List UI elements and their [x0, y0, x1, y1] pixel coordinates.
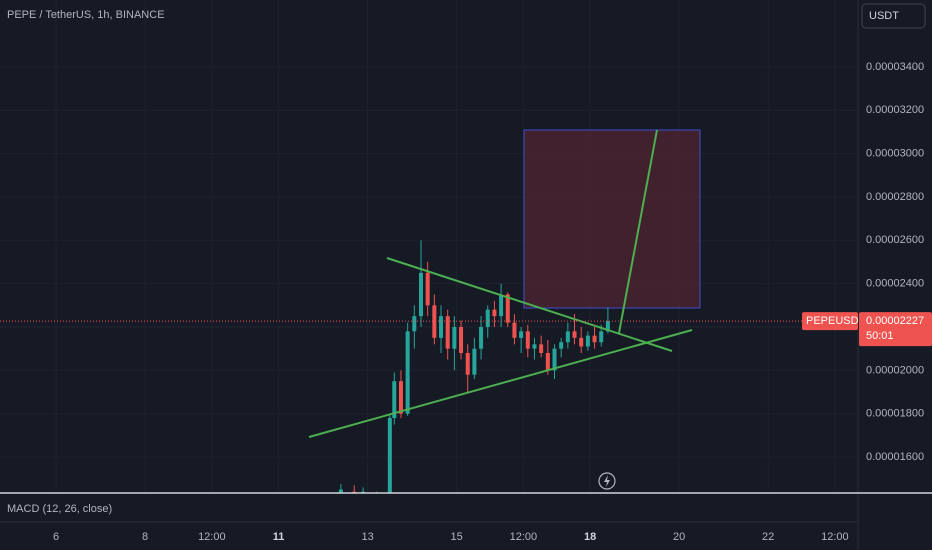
time-tick-label: 13	[361, 531, 373, 543]
candle-body	[405, 331, 410, 414]
candle-body	[472, 348, 477, 375]
price-tick-label: 0.00003000	[866, 148, 924, 160]
candle-body	[445, 316, 450, 349]
candle-body	[592, 335, 597, 343]
axes: 0.000016000.000018000.000020000.00002200…	[0, 61, 932, 543]
countdown-label: 50:01	[866, 330, 894, 342]
candle-body	[505, 294, 510, 323]
price-tick-label: 0.00002400	[866, 278, 924, 290]
candle-body	[512, 322, 517, 338]
candle-body	[545, 353, 550, 371]
candle-body	[459, 327, 464, 354]
candle-body	[605, 321, 610, 332]
candle-body	[479, 327, 484, 349]
price-tick-label: 0.00001800	[866, 408, 924, 420]
lightning-icon[interactable]	[598, 472, 616, 490]
candle-body	[559, 342, 564, 349]
time-tick-label: 11	[273, 531, 285, 543]
candle-body	[499, 294, 504, 317]
trendline-lower	[308, 329, 693, 438]
currency-label: USDT	[869, 10, 899, 22]
lightning-glyph	[604, 475, 610, 487]
candle-body	[398, 381, 403, 414]
symbol-tag-label: PEPEUSDT	[806, 315, 866, 327]
candle-body	[572, 331, 577, 338]
candle-body	[439, 316, 444, 338]
time-tick-label: 8	[142, 531, 148, 543]
time-tick-label: 15	[450, 531, 462, 543]
candle-body	[418, 272, 423, 317]
candle-body	[452, 327, 457, 349]
candle-body	[519, 331, 524, 338]
candle-body	[532, 344, 537, 349]
candle-body	[387, 418, 392, 493]
time-tick-label: 18	[584, 531, 596, 543]
candle-body	[485, 309, 490, 328]
projection-line	[618, 129, 658, 334]
price-tag	[859, 312, 932, 347]
price-tick-label: 0.00003400	[866, 61, 924, 73]
candle-body	[599, 331, 604, 343]
candle-body	[412, 316, 417, 332]
trendline-upper	[386, 257, 673, 352]
candle-body	[432, 305, 437, 338]
price-tick-label: 0.00002000	[866, 364, 924, 376]
time-tick-label: 12:00	[510, 531, 538, 543]
price-tag-label: 0.00002227	[866, 315, 924, 327]
candle-body	[465, 353, 470, 375]
candle-body	[579, 337, 584, 347]
candle-body	[585, 335, 590, 347]
candle-body	[565, 331, 570, 343]
time-tick-label: 12:00	[198, 531, 226, 543]
candle-body	[525, 331, 530, 349]
time-tick-label: 22	[762, 531, 774, 543]
price-tick-label: 0.00001600	[866, 451, 924, 463]
candle-body	[392, 381, 397, 419]
time-tick-label: 6	[53, 531, 59, 543]
price-tick-label: 0.00002600	[866, 234, 924, 246]
time-tick-label: 20	[673, 531, 685, 543]
indicator-label: MACD (12, 26, close)	[7, 503, 112, 515]
candle-body	[492, 309, 497, 317]
candle-body	[425, 272, 430, 306]
chart-title: PEPE / TetherUS, 1h, BINANCE	[7, 9, 165, 21]
currency-button[interactable]	[861, 3, 926, 29]
price-tick-label: 0.00002800	[866, 191, 924, 203]
time-tick-label: 12:00	[821, 531, 849, 543]
candle-body	[552, 348, 557, 371]
price-tick-label: 0.00003200	[866, 104, 924, 116]
symbol-tag	[802, 312, 858, 331]
candle-body	[338, 489, 343, 493]
candle-body	[539, 344, 544, 354]
position-box	[523, 129, 701, 309]
